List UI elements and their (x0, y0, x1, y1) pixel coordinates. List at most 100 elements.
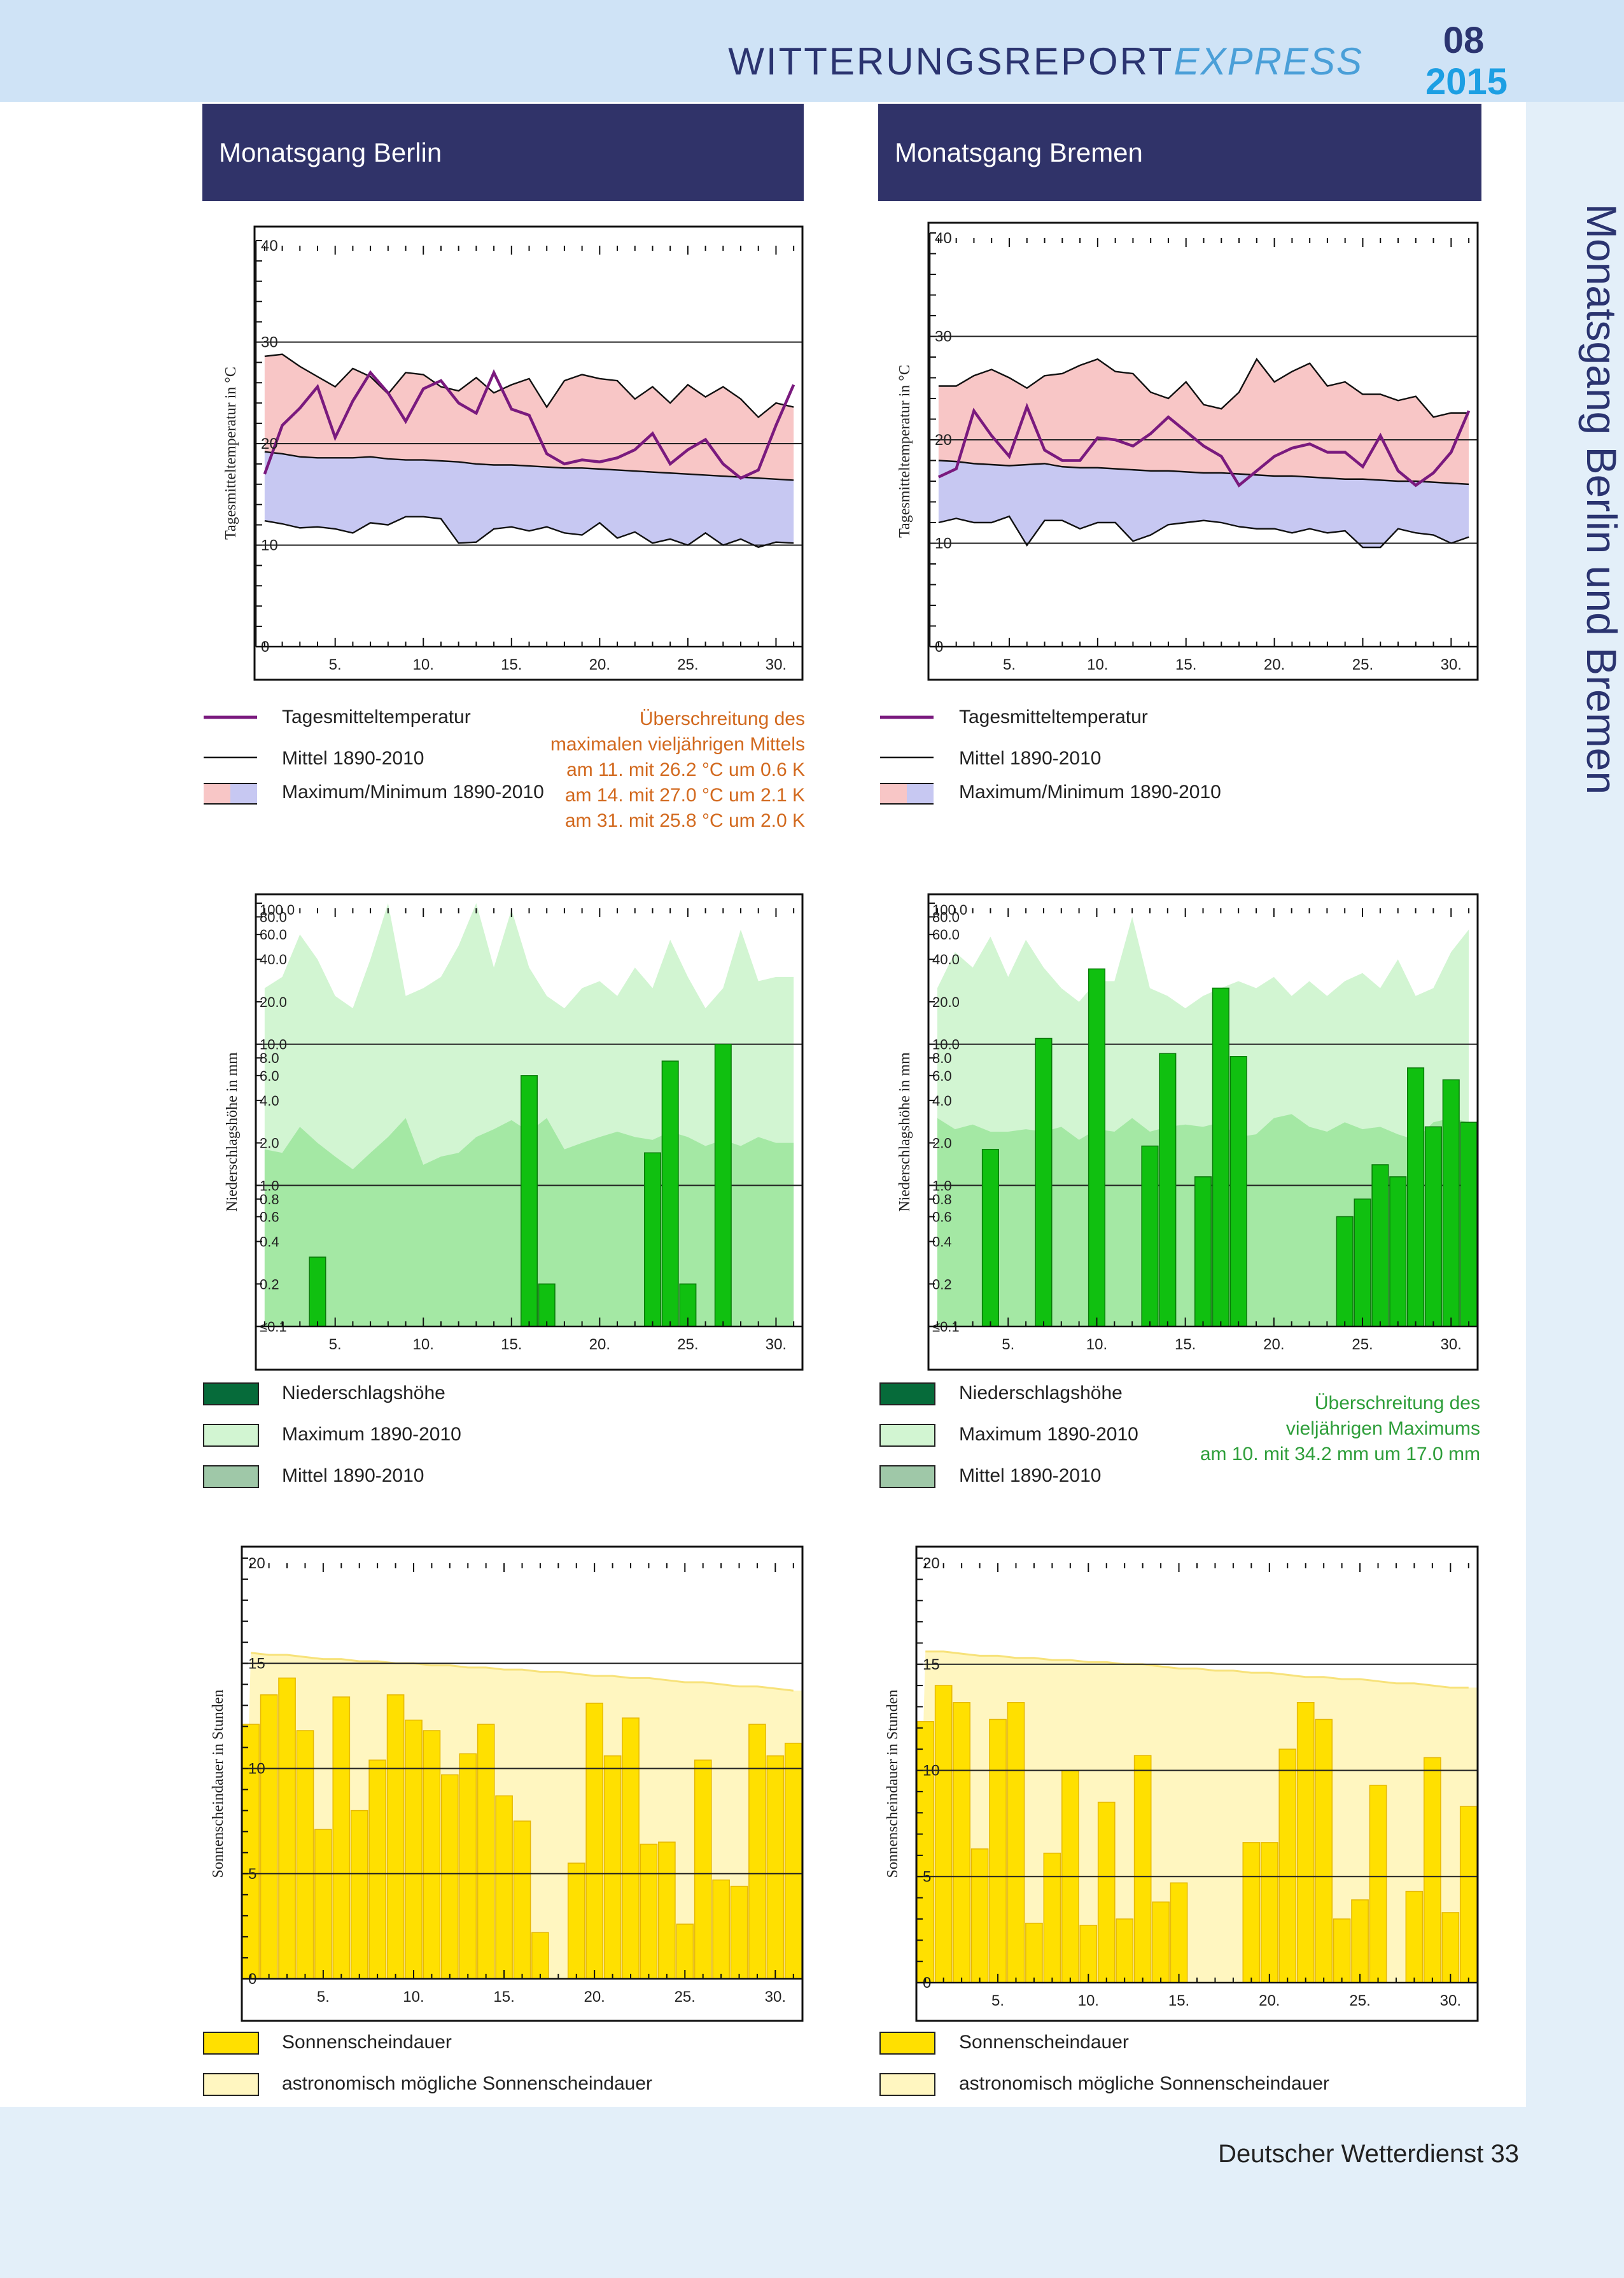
legend-precip-amount-bremen: Niederschlagshöhe (959, 1382, 1123, 1403)
sun-bar (495, 1795, 513, 1979)
sun-bar (748, 1724, 766, 1979)
max-line-berlin_temp (264, 353, 794, 419)
sun-bar (1242, 1842, 1261, 1983)
legend-precip-max-bremen: Maximum 1890-2010 (959, 1424, 1138, 1445)
daily-temp-line-berlin_temp (263, 369, 795, 480)
x-tick-label: 25. (677, 656, 698, 673)
note-line: am 14. mit 27.0 °C um 2.1 K (564, 785, 805, 806)
x-tick-label: 30. (1441, 656, 1462, 673)
x-tick-label: 15. (1168, 1992, 1189, 2009)
precip-bar (309, 1256, 326, 1327)
sun-possible-line-bremen_sun (925, 1650, 1469, 1689)
sun-bar (784, 1743, 802, 1979)
y-tick-label: 6.0 (932, 1068, 952, 1084)
sun-bar (766, 1755, 785, 1979)
y-tick-label: 40 (935, 230, 952, 247)
x-tick-label: 15. (493, 1988, 514, 2006)
y-axis-title-berlin_precip: Niederschlagshöhe in mm (224, 1052, 241, 1212)
mean-line-berlin_temp (264, 451, 794, 481)
y-axis-title-bremen_sun: Sonnenscheindauer in Stunden (885, 1690, 901, 1878)
precip-bar (1088, 968, 1106, 1327)
side-title: Monatsgang Berlin und Bremen (1578, 204, 1624, 795)
legend-swatch (203, 2073, 259, 2096)
sun-bar (1116, 1918, 1134, 1983)
report-title-main: WITTERUNGSREPORT (728, 40, 1174, 83)
precip-bar (521, 1075, 538, 1327)
y-tick-label: 10 (935, 535, 952, 552)
sun-bar (585, 1703, 604, 1979)
sun-bar (1315, 1719, 1333, 1983)
x-tick-label: 10. (413, 656, 434, 673)
sun-bar (386, 1694, 405, 1979)
x-tick-label: 15. (501, 656, 522, 673)
min-band-bremen_temp (938, 460, 1469, 547)
sun-bar (405, 1719, 423, 1979)
sun-bar (1278, 1748, 1297, 1983)
x-tick-label: 30. (1440, 1992, 1461, 2009)
legend-precip-mean-berlin: Mittel 1890-2010 (282, 1465, 424, 1486)
sun-bar (296, 1730, 314, 1979)
x-tick-label: 10. (413, 1336, 434, 1353)
y-tick-label: 4.0 (932, 1093, 952, 1109)
x-tick-label: 15. (501, 1336, 522, 1353)
note-line: maximalen vieljährigen Mittels (550, 734, 805, 755)
note-line: Überschreitung des (1314, 1393, 1480, 1414)
y-axis-title-bremen_temp: Tagesmitteltemperatur in °C (897, 365, 913, 538)
legend-swatch-max (204, 784, 230, 804)
sun-bar (1351, 1899, 1369, 1983)
x-tick-label: 15. (1175, 1336, 1196, 1353)
panel-title-berlin: Monatsgang Berlin (202, 104, 804, 201)
issue-year: 2015 (1425, 61, 1508, 102)
legend-temp-extreme-berlin: Maximum/Minimum 1890-2010 (282, 782, 544, 803)
y-tick-label: 8.0 (932, 1050, 952, 1066)
min-line-bremen_temp (938, 515, 1469, 549)
y-axis-title-bremen_precip: Niederschlagshöhe in mm (897, 1052, 913, 1212)
y-tick-label: 40.0 (260, 952, 287, 967)
sun-possible-line-berlin_sun (251, 1652, 794, 1692)
y-tick-label: 0.4 (932, 1234, 952, 1250)
sun-bar (640, 1843, 658, 1979)
sun-bar (730, 1885, 748, 1979)
y-tick-label: 0.6 (260, 1209, 279, 1225)
side-band (1526, 102, 1624, 2107)
y-tick-label: 5 (923, 1868, 931, 1885)
footer-publisher: Deutscher Wetterdienst 33 (1218, 2140, 1519, 2168)
note-temp-exceedance-berlin: Überschreitung des maximalen vieljährige… (550, 707, 805, 834)
sun-bar (459, 1753, 477, 1979)
y-tick-label: 40.0 (932, 952, 960, 967)
y-tick-label: 2.0 (932, 1135, 952, 1151)
sun-bar (1441, 1912, 1460, 1983)
sun-bar (1405, 1890, 1424, 1983)
sun-bar (1296, 1702, 1315, 1983)
y-tick-label: 0.6 (932, 1209, 952, 1225)
report-title-sub: EXPRESS (1173, 40, 1363, 83)
chart-border-bremen_temp (927, 221, 1479, 681)
max-line-bremen_temp (938, 358, 1469, 418)
note-line: am 11. mit 26.2 °C um 0.6 K (566, 759, 805, 780)
x-tick-label: 5. (1003, 656, 1016, 673)
sun-bar (1079, 1925, 1098, 1983)
legend-precip-max-berlin: Maximum 1890-2010 (282, 1424, 461, 1445)
sun-bar (603, 1755, 622, 1979)
sun-bar (567, 1862, 585, 1979)
y-tick-label: 10 (261, 537, 278, 554)
y-axis-title-berlin_sun: Sonnenscheindauer in Stunden (210, 1690, 227, 1878)
y-tick-label: 4.0 (260, 1093, 279, 1109)
y-tick-label: 20.0 (932, 994, 960, 1010)
legend-sun-possible-berlin: astronomisch mögliche Sonnenscheindauer (282, 2073, 653, 2094)
sun-bar (1152, 1901, 1170, 1983)
y-tick-label: 0.8 (260, 1192, 279, 1207)
sun-bar (970, 1848, 989, 1983)
y-tick-label: 0.8 (932, 1192, 952, 1207)
y-tick-label: 10 (923, 1762, 940, 1780)
x-tick-label: 20. (1263, 1336, 1284, 1353)
legend-swatch (203, 1465, 259, 1488)
x-tick-label: 10. (1087, 656, 1108, 673)
sun-bar (260, 1694, 278, 1979)
legend-sun-possible-bremen: astronomisch mögliche Sonnenscheindauer (959, 2073, 1330, 2094)
x-tick-label: 20. (584, 1988, 605, 2006)
sun-bar (1170, 1882, 1188, 1983)
x-tick-label: 20. (1264, 656, 1285, 673)
issue-month: 08 (1443, 20, 1485, 61)
